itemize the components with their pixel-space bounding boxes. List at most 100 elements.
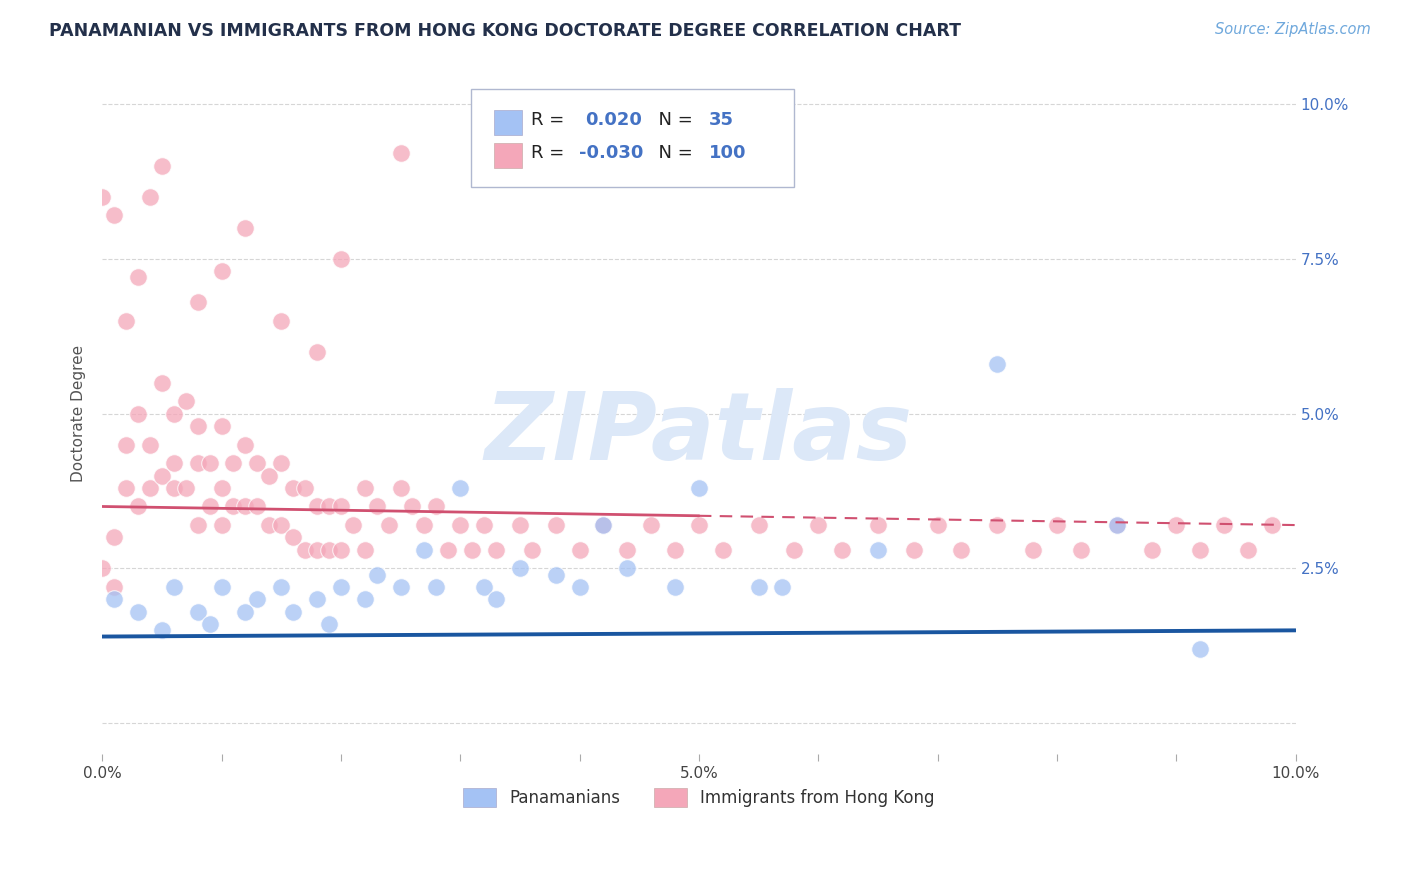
Point (127, 605, 149, 619)
Point (748, 580, 770, 594)
Text: Source: ZipAtlas.com: Source: ZipAtlas.com (1215, 22, 1371, 37)
Point (283, 531, 305, 545)
Point (986, 357, 1008, 371)
Text: -0.030: -0.030 (579, 145, 644, 162)
Point (1213, 518, 1236, 533)
Point (866, 542, 889, 557)
Point (688, 518, 710, 533)
Point (783, 542, 806, 557)
Text: 100: 100 (709, 145, 747, 162)
Point (150, 159, 173, 173)
Point (509, 561, 531, 575)
Point (866, 518, 889, 533)
Point (259, 468, 281, 483)
Point (211, 580, 233, 594)
Point (1105, 518, 1128, 533)
Point (485, 542, 508, 557)
Text: 35: 35 (709, 112, 734, 129)
Point (270, 580, 292, 594)
Point (294, 481, 316, 495)
Point (472, 518, 495, 533)
Point (449, 481, 471, 495)
Point (198, 456, 221, 470)
Point (211, 419, 233, 434)
Point (187, 419, 209, 434)
Point (139, 437, 162, 451)
Point (485, 592, 508, 607)
Point (163, 481, 186, 495)
Point (616, 542, 638, 557)
Point (711, 542, 734, 557)
Point (127, 270, 149, 285)
Point (425, 580, 447, 594)
Text: 0.020: 0.020 (585, 112, 641, 129)
Point (329, 542, 352, 557)
Point (270, 518, 292, 533)
Point (1142, 542, 1164, 557)
Point (437, 542, 460, 557)
Point (1189, 542, 1212, 557)
Point (174, 481, 197, 495)
Point (389, 481, 412, 495)
Point (222, 456, 245, 470)
Point (198, 500, 221, 514)
Text: ZIPatlas: ZIPatlas (485, 388, 912, 480)
Point (903, 542, 925, 557)
Point (294, 542, 316, 557)
Point (163, 456, 186, 470)
Point (163, 407, 186, 421)
Point (235, 437, 257, 451)
Point (377, 518, 399, 533)
Point (246, 500, 269, 514)
Point (103, 580, 125, 594)
Point (1046, 518, 1069, 533)
Point (986, 518, 1008, 533)
Point (329, 580, 352, 594)
Point (103, 592, 125, 607)
Point (413, 542, 436, 557)
Point (770, 580, 793, 594)
Point (807, 518, 830, 533)
Point (235, 220, 257, 235)
Text: N =: N = (647, 145, 699, 162)
Point (664, 580, 686, 594)
Point (270, 456, 292, 470)
Point (187, 518, 209, 533)
Point (449, 518, 471, 533)
Point (235, 605, 257, 619)
Point (927, 518, 949, 533)
Point (150, 376, 173, 390)
Point (544, 518, 567, 533)
Point (150, 624, 173, 638)
Point (950, 542, 973, 557)
Point (91, 190, 114, 204)
Point (305, 500, 328, 514)
Point (235, 500, 257, 514)
Point (91, 561, 114, 575)
Point (1260, 518, 1282, 533)
Point (568, 580, 591, 594)
Point (1070, 542, 1092, 557)
Point (389, 580, 412, 594)
Point (259, 518, 281, 533)
Point (353, 481, 375, 495)
Point (1022, 542, 1045, 557)
Point (270, 314, 292, 328)
Point (283, 481, 305, 495)
Point (461, 542, 484, 557)
Point (150, 468, 173, 483)
Point (1166, 518, 1188, 533)
Point (1105, 518, 1128, 533)
Point (246, 456, 269, 470)
Point (318, 500, 340, 514)
Text: PANAMANIAN VS IMMIGRANTS FROM HONG KONG DOCTORATE DEGREE CORRELATION CHART: PANAMANIAN VS IMMIGRANTS FROM HONG KONG … (49, 22, 962, 40)
Point (283, 605, 305, 619)
Text: N =: N = (647, 112, 699, 129)
Text: R =: R = (531, 112, 576, 129)
Point (1189, 641, 1212, 656)
Point (305, 344, 328, 359)
Point (748, 518, 770, 533)
Point (688, 481, 710, 495)
Point (592, 518, 614, 533)
Point (1237, 542, 1260, 557)
